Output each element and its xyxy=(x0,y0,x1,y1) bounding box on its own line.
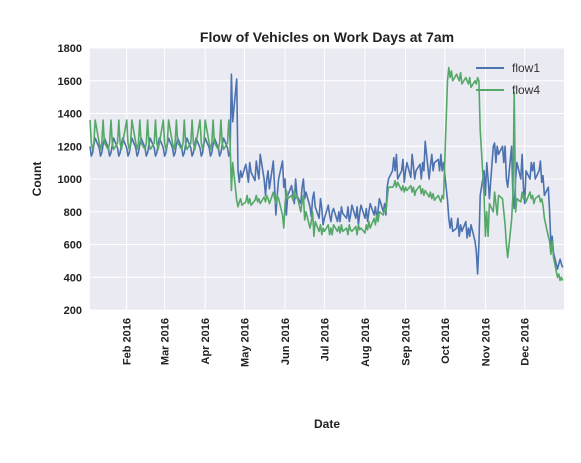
y-tick-label: 200 xyxy=(64,305,82,317)
y-tick-label: 1200 xyxy=(58,141,82,153)
chart-title: Flow of Vehicles on Work Days at 7am xyxy=(200,29,454,45)
y-axis-label: Count xyxy=(30,162,44,197)
x-tick-label: Nov 2016 xyxy=(480,318,492,366)
y-tick-label: 1600 xyxy=(58,76,82,88)
x-tick-label: Jun 2016 xyxy=(280,318,292,365)
y-tick-label: 400 xyxy=(64,272,82,284)
y-axis-ticks: 200 400 600 800 1000 1200 1400 1600 1800 xyxy=(58,43,82,317)
x-tick-label: Mar 2016 xyxy=(160,318,172,365)
x-tick-label: Apr 2016 xyxy=(200,318,212,364)
x-tick-label: Oct 2016 xyxy=(440,318,452,364)
x-tick-label: Feb 2016 xyxy=(122,318,134,365)
legend-label-flow1: flow1 xyxy=(512,61,540,75)
legend: flow1 flow4 xyxy=(476,61,540,97)
grid xyxy=(90,47,564,311)
y-tick-label: 600 xyxy=(64,240,82,252)
x-axis-ticks: Feb 2016 Mar 2016 Apr 2016 May 2016 Jun 2016… xyxy=(122,318,532,367)
y-tick-label: 1000 xyxy=(58,174,82,186)
x-axis-label: Date xyxy=(314,417,340,431)
x-tick-label: Dec 2016 xyxy=(520,318,532,366)
legend-label-flow4: flow4 xyxy=(512,83,540,97)
y-tick-label: 800 xyxy=(64,207,82,219)
x-tick-label: Sep 2016 xyxy=(401,318,413,366)
x-tick-label: Aug 2016 xyxy=(360,318,372,367)
x-tick-label: May 2016 xyxy=(240,318,252,367)
y-tick-label: 1400 xyxy=(58,109,82,121)
series-line-flow4 xyxy=(89,66,564,282)
series-lines xyxy=(89,66,564,282)
y-tick-label: 1800 xyxy=(58,43,82,55)
x-tick-label: Jul 2016 xyxy=(319,318,331,361)
